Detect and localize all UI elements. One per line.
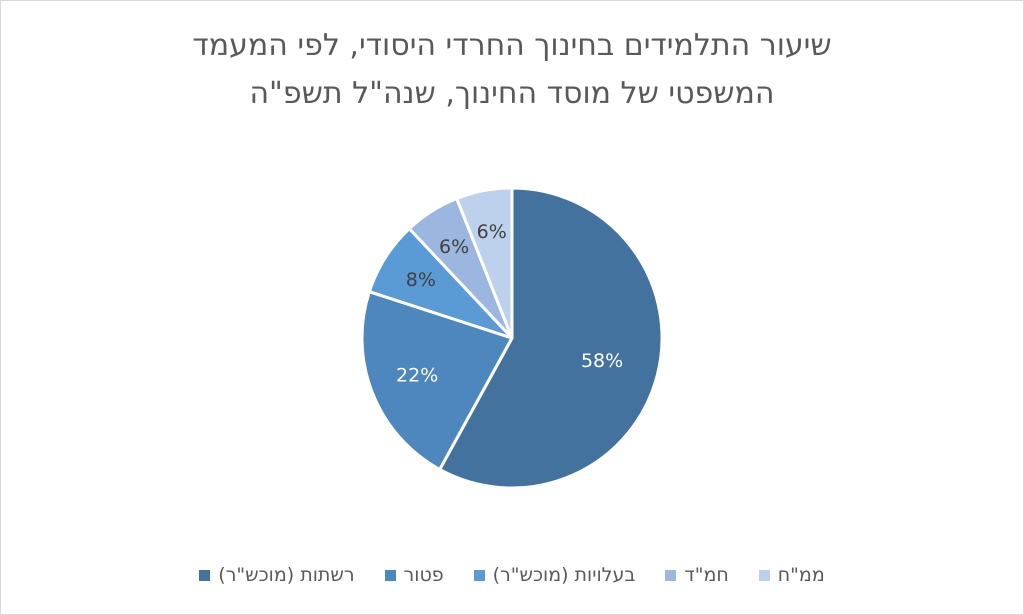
- legend-swatch-2: [384, 569, 396, 581]
- legend-item-2: פטור: [384, 564, 444, 586]
- legend-swatch-5: [758, 569, 770, 581]
- chart-title-line-2: המשפטי של מוסד החינוך, שנה"ל תשפ"ה: [249, 76, 775, 111]
- legend-item-5: ממ"ח: [758, 564, 825, 586]
- data-label-3: 8%: [406, 269, 436, 291]
- data-label-4: 6%: [439, 236, 469, 258]
- legend-item-1: רשתות (מוכש"ר): [199, 564, 355, 586]
- legend-item-4: חמ"ד: [665, 564, 729, 586]
- legend-swatch-1: [199, 569, 211, 581]
- legend-label-4: חמ"ד: [684, 564, 729, 586]
- pie-slices: [360, 186, 664, 490]
- legend-swatch-3: [473, 569, 485, 581]
- pie-slice-2: [360, 290, 514, 471]
- legend-label-2: פטור: [403, 564, 444, 586]
- legend-swatch-4: [665, 569, 677, 581]
- legend-item-3: בעלויות (מוכש"ר): [473, 564, 636, 586]
- pie-data-labels: 58%22%8%6%6%: [396, 221, 623, 387]
- legend-label-3: בעלויות (מוכש"ר): [492, 564, 636, 586]
- chart-title-line-1: שיעור התלמידים בחינוך החרדי היסודי, לפי …: [192, 28, 832, 63]
- chart-legend: רשתות (מוכש"ר) פטור בעלויות (מוכש"ר) חמ"ד ממ…: [0, 560, 1024, 590]
- data-label-1: 58%: [581, 350, 623, 372]
- pie-slice-5: [455, 186, 514, 340]
- data-label-2: 22%: [396, 365, 438, 387]
- chart-title: שיעור התלמידים בחינוך החרדי היסודי, לפי …: [60, 22, 964, 118]
- legend-label-1: רשתות (מוכש"ר): [218, 564, 355, 586]
- data-label-5: 6%: [477, 221, 507, 243]
- pie-slice-1: [438, 186, 664, 490]
- legend-label-5: ממ"ח: [777, 564, 825, 586]
